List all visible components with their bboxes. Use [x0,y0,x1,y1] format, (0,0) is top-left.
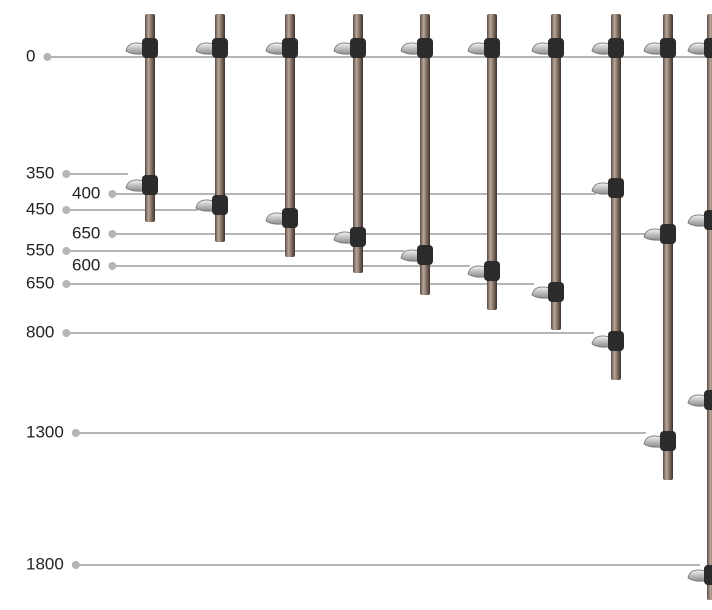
clamp [704,210,712,230]
hook [467,42,487,55]
dimension-label: 650 [72,223,100,242]
hook [400,249,420,262]
clamp [484,38,500,58]
rod [353,14,363,273]
dimension-label: 450 [26,199,54,218]
dimension-label: 350 [26,163,54,182]
clamp [417,38,433,58]
clamp [660,431,676,451]
clamp [660,224,676,244]
clamp [548,282,564,302]
clamp [417,245,433,265]
hook [643,228,663,241]
rod [551,14,561,330]
rod [707,14,712,600]
clamp [608,178,624,198]
dimension-label: 400 [72,183,100,202]
hook [591,335,611,348]
hook [195,42,215,55]
hook [643,42,663,55]
hook [125,42,145,55]
clamp [548,38,564,58]
hook [531,286,551,299]
hook [195,199,215,212]
dimension-label: 800 [26,322,54,341]
hook [333,231,353,244]
clamp [704,565,712,585]
clamp [608,331,624,351]
clamp [350,38,366,58]
rod [145,14,155,222]
dimension-label: 550 [26,240,54,259]
hook [687,569,707,582]
hook [687,394,707,407]
rod [487,14,497,310]
hook [687,42,707,55]
hook [643,435,663,448]
clamp [484,261,500,281]
rod [285,14,295,257]
dimension-label: 1800 [26,554,64,573]
hook [400,42,420,55]
dimension-label: 1300 [26,422,64,441]
dimension-labels: 0 350 400 450 650 550 600 650 800 1300 1800 [26,46,100,573]
hook [591,182,611,195]
rods [125,14,712,600]
clamp [142,175,158,195]
hook [125,179,145,192]
clamp [282,38,298,58]
clamp [704,390,712,410]
clamp [212,195,228,215]
clamp [350,227,366,247]
clamp [704,38,712,58]
dimension-label: 650 [26,273,54,292]
rod [663,14,673,480]
hook [333,42,353,55]
clamp [212,38,228,58]
clamp [282,208,298,228]
dimension-lines [43,53,712,569]
clamp [660,38,676,58]
rod [420,14,430,295]
clamp [142,38,158,58]
hook [265,42,285,55]
dimension-label: 600 [72,255,100,274]
hook [531,42,551,55]
hook [591,42,611,55]
hook [265,212,285,225]
dimension-label: 0 [26,46,35,65]
hook [467,265,487,278]
hook [687,214,707,227]
rod [215,14,225,242]
clamp [608,38,624,58]
